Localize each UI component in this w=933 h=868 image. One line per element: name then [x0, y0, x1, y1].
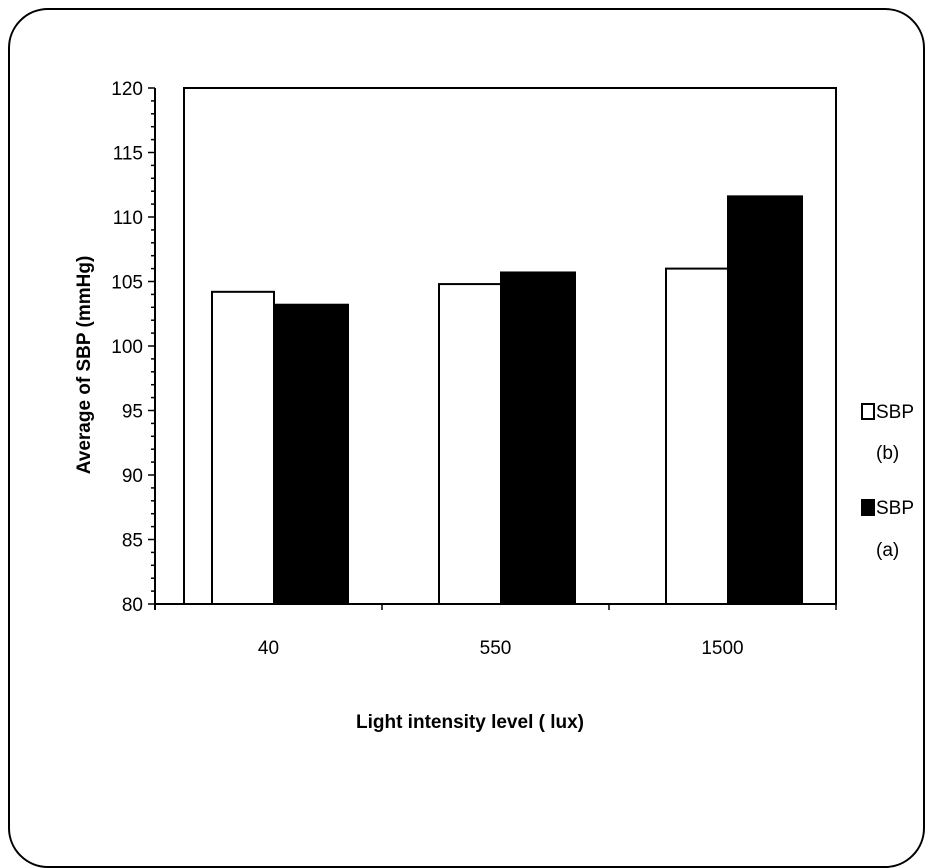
y-tick-label: 100 [111, 337, 143, 358]
x-axis-title: Light intensity level ( lux) [356, 712, 584, 733]
legend-swatch-sbp-a [861, 499, 875, 516]
y-tick-label: 85 [122, 531, 143, 552]
y-tick-label: 120 [111, 79, 143, 100]
x-axis-ticks: 40 550 1500 [154, 604, 837, 659]
legend-label-sbp-a-line2: (a) [876, 540, 899, 561]
y-tick-label: 90 [122, 466, 143, 487]
y-axis-ticks: 80 85 90 95 100 105 110 115 120 [111, 79, 155, 616]
legend-label-sbp-b-line2: (b) [876, 443, 899, 464]
y-axis-title: Average of SBP (mmHg) [74, 256, 95, 475]
bar-sbp-a [727, 195, 803, 606]
legend-swatch-sbp-b [861, 403, 875, 420]
y-tick-label: 110 [113, 208, 143, 229]
bar-sbp-b [665, 267, 729, 605]
bar-sbp-a [273, 303, 349, 605]
bar-sbp-b [438, 283, 502, 605]
bar-sbp-a [500, 271, 576, 605]
legend-label-sbp-a-line1: SBP [876, 498, 914, 519]
y-tick-label: 80 [122, 595, 143, 616]
bars [211, 195, 803, 606]
legend-label-sbp-b-line1: SBP [876, 402, 914, 423]
legend: SBP (b) SBP (a) [861, 402, 914, 561]
bar-sbp-b [211, 290, 275, 605]
y-tick-label: 115 [113, 144, 143, 165]
y-tick-label: 105 [111, 273, 143, 294]
x-tick-label: 40 [258, 638, 279, 659]
x-tick-label: 550 [480, 638, 512, 659]
bar-chart: 80 85 90 95 100 105 110 115 120 40 550 1500 Light … [74, 79, 914, 733]
x-tick-label: 1500 [701, 638, 743, 659]
y-tick-label: 95 [122, 402, 143, 423]
